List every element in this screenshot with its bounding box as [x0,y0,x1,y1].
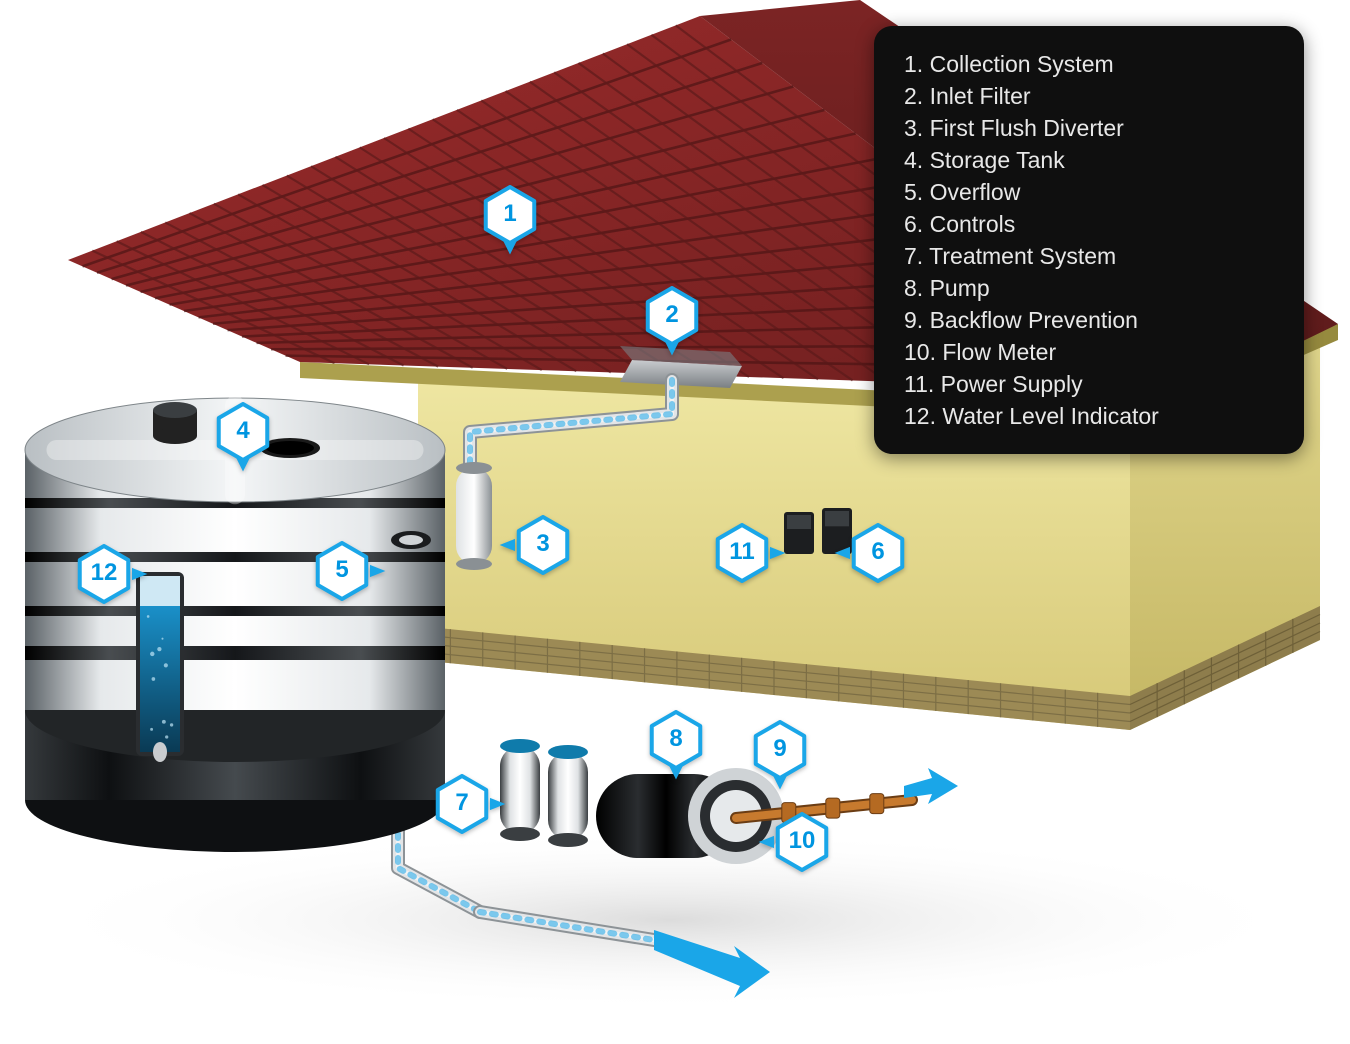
legend-item-label: Collection System [930,51,1114,77]
legend-item-label: Overflow [930,179,1021,205]
inlet-filter [620,346,742,388]
legend-item-4: 4. Storage Tank [904,144,1274,176]
legend-item-number: 1 [904,51,917,77]
legend-item-number: 7 [904,243,917,269]
legend-item-8: 8. Pump [904,272,1274,304]
legend-item-1: 1. Collection System [904,48,1274,80]
legend-item-label: First Flush Diverter [930,115,1124,141]
legend-item-11: 11. Power Supply [904,368,1274,400]
legend-item-2: 2. Inlet Filter [904,80,1274,112]
legend-item-7: 7. Treatment System [904,240,1274,272]
legend-item-number: 5 [904,179,917,205]
legend-item-label: Backflow Prevention [930,307,1138,333]
first-flush-diverter [456,462,492,570]
legend-item-number: 4 [904,147,917,173]
legend-item-12: 12. Water Level Indicator [904,400,1274,432]
legend-item-label: Power Supply [941,371,1083,397]
controls-box [822,508,852,554]
legend-item-10: 10. Flow Meter [904,336,1274,368]
legend-item-label: Pump [930,275,990,301]
legend-item-label: Water Level Indicator [942,403,1158,429]
legend-panel: 1. Collection System2. Inlet Filter3. Fi… [874,26,1304,454]
legend-item-label: Treatment System [929,243,1116,269]
legend-item-number: 6 [904,211,917,237]
storage-tank [25,398,445,852]
diagram-stage: 1. Collection System2. Inlet Filter3. Fi… [0,0,1350,1044]
legend-item-number: 11 [904,371,928,397]
legend-item-label: Storage Tank [930,147,1065,173]
legend-item-5: 5. Overflow [904,176,1274,208]
legend-item-number: 3 [904,115,917,141]
legend-item-number: 9 [904,307,917,333]
legend-item-label: Inlet Filter [930,83,1031,109]
legend-item-6: 6. Controls [904,208,1274,240]
legend-item-number: 8 [904,275,917,301]
power-supply-box [784,512,814,554]
legend-item-number: 12 [904,403,930,429]
treatment-filter-1 [500,739,540,841]
overflow-outlet [391,531,431,549]
legend-item-9: 9. Backflow Prevention [904,304,1274,336]
legend-item-number: 2 [904,83,917,109]
legend-item-label: Flow Meter [942,339,1056,365]
legend-item-label: Controls [930,211,1016,237]
legend-item-3: 3. First Flush Diverter [904,112,1274,144]
water-level-indicator [136,572,184,762]
treatment-filter-2 [548,745,588,847]
legend-item-number: 10 [904,339,930,365]
